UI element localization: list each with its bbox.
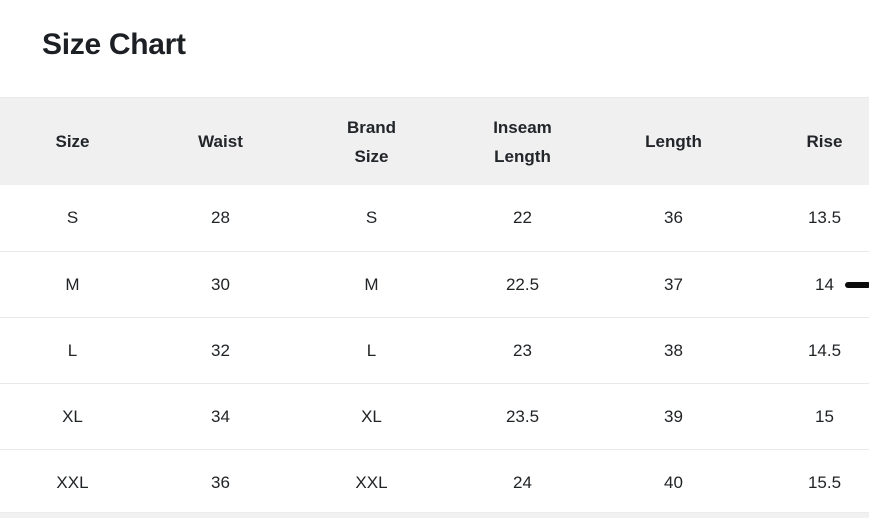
- cell-inseam-length: 22: [513, 208, 532, 227]
- cell-length: 37: [664, 274, 683, 294]
- cell-waist: 34: [211, 406, 230, 426]
- table-row-s: S 28 S 22 36 13.5: [0, 185, 869, 251]
- cell-brand-size: S: [365, 208, 378, 227]
- column-header-label: Waist: [198, 132, 243, 151]
- column-header-inseam-length: Inseam Length: [447, 113, 598, 171]
- cell-inseam-length: 22.5: [505, 274, 540, 294]
- cell-rise: 15: [815, 406, 834, 426]
- table-row-l: L 32 L 23 38 14.5: [0, 317, 869, 383]
- cell-waist: 36: [211, 472, 230, 492]
- cell-inseam-length: 23.5: [505, 406, 540, 426]
- cell-size: S: [66, 208, 79, 227]
- cell-inseam-length: 23: [513, 340, 532, 360]
- column-header-label: Size: [55, 132, 90, 151]
- dash-marker: [845, 282, 869, 288]
- cell-inseam-length: 24: [513, 472, 532, 492]
- cell-size: L: [67, 340, 78, 360]
- column-header-label: Length: [645, 132, 702, 151]
- cell-size: XXL: [56, 472, 89, 492]
- cell-rise: 13.5: [807, 208, 842, 227]
- size-chart-table: Size Waist Brand Size Inseam Length Leng…: [0, 97, 869, 515]
- column-header-waist: Waist: [145, 127, 296, 156]
- cell-rise: 14.5: [807, 340, 842, 360]
- column-header-label: Rise: [806, 132, 843, 151]
- cell-length: 40: [664, 472, 683, 492]
- column-header-brand-size: Brand Size: [296, 113, 447, 171]
- column-header-length: Length: [598, 127, 749, 156]
- table-row-xl: XL 34 XL 23.5 39 15: [0, 383, 869, 449]
- cell-waist: 30: [211, 274, 230, 294]
- cell-brand-size: XL: [361, 406, 382, 426]
- column-header-label: Inseam Length: [493, 117, 552, 166]
- cell-brand-size: M: [364, 274, 379, 294]
- cell-rise: 14: [815, 274, 834, 294]
- table-row-m: M 30 M 22.5 37 14: [0, 251, 869, 317]
- cell-brand-size: L: [366, 340, 377, 360]
- table-row-xxl: XXL 36 XXL 24 40 15.5: [0, 449, 869, 515]
- cell-length: 36: [664, 208, 683, 227]
- page-title: Size Chart: [42, 28, 186, 61]
- cell-size: XL: [62, 406, 83, 426]
- cell-waist: 28: [211, 208, 230, 227]
- column-header-label: Brand Size: [346, 117, 397, 166]
- cell-brand-size: XXL: [355, 472, 388, 492]
- column-header-size: Size: [0, 127, 145, 156]
- cell-rise: 15.5: [807, 472, 842, 492]
- table-header-row: Size Waist Brand Size Inseam Length Leng…: [0, 97, 869, 185]
- cell-size: M: [65, 274, 80, 294]
- cell-length: 38: [664, 340, 683, 360]
- cell-waist: 32: [211, 340, 230, 360]
- cell-length: 39: [664, 406, 683, 426]
- next-section-edge: [0, 512, 869, 518]
- column-header-rise: Rise: [749, 127, 869, 156]
